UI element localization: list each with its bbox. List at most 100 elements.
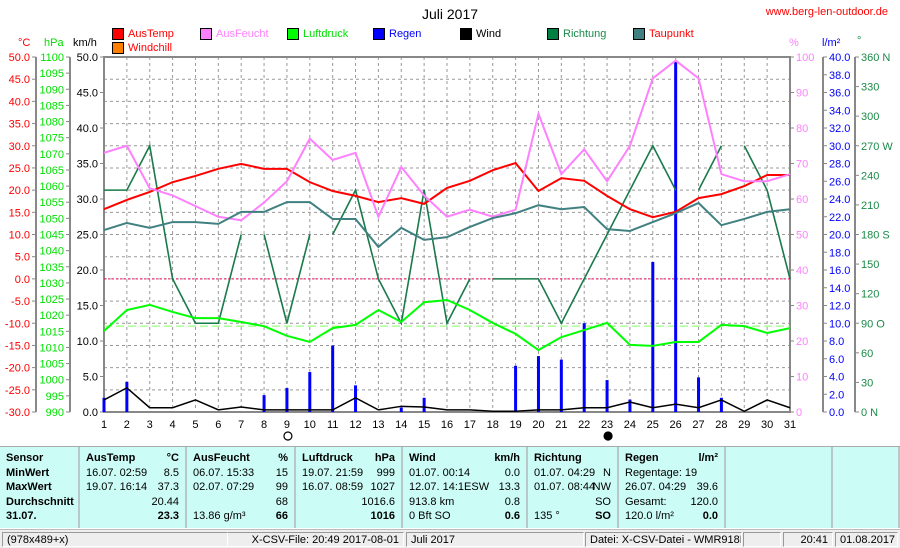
- cell-label: MaxWert: [6, 481, 52, 494]
- cell-label: 135 °: [534, 510, 560, 523]
- axis-label-wind: 50.0: [77, 52, 98, 64]
- x-tick-label: 23: [601, 419, 613, 431]
- axis-label-temp: 40.0: [9, 96, 30, 108]
- table-cell: 26.07. 04:29 39.6: [625, 481, 718, 495]
- axis-label-rain: 30.0: [829, 141, 850, 153]
- cell-value: N: [603, 466, 611, 479]
- table-cell: 01.07. 08:44 NW: [534, 481, 611, 495]
- axis-label-temp: 5.0: [15, 252, 30, 264]
- cell-value: km/h: [494, 452, 520, 464]
- x-tick-label: 11: [327, 419, 338, 431]
- axis-label-pressure: 1000: [40, 375, 64, 387]
- table-cell: AusTemp °C: [86, 452, 179, 466]
- axis-label-rain: 12.0: [829, 301, 850, 313]
- table-cell: Wind km/h: [409, 452, 520, 466]
- cell-label: 120.0 l/m²: [625, 510, 674, 523]
- axis-label-rain: 32.0: [829, 123, 850, 135]
- legend-swatch: [460, 28, 472, 40]
- cell-value: hPa: [374, 452, 395, 464]
- moon-full-icon: [283, 431, 293, 441]
- table-cell: Durchschnitt: [6, 496, 74, 510]
- axis-label-rain: 22.0: [829, 212, 850, 224]
- table-cell: 135 ° SO: [534, 510, 611, 524]
- table-cell: 31.07.: [6, 510, 72, 524]
- cell-label: AusTemp: [86, 452, 136, 464]
- table-column: Wind km/h 01.07. 00:14 0.0 12.07. 14:1ESW 13.…: [403, 447, 528, 528]
- axis-label-rain: 36.0: [829, 88, 850, 100]
- axis-label-direction: 300: [861, 111, 879, 123]
- x-tick-label: 7: [238, 419, 244, 431]
- axis-label-rain: 28.0: [829, 159, 850, 171]
- table-column: AusFeucht% 06.07. 15:33 15 02.07. 07:29 99 68…: [187, 447, 296, 528]
- axis-label-humidity: 40: [796, 265, 808, 277]
- cell-value: 37.3: [157, 481, 179, 494]
- table-cell: 06.07. 15:33 15: [193, 467, 288, 481]
- axis-label-wind: 5.0: [83, 372, 98, 384]
- cell-label: 01.07. 08:44: [534, 481, 596, 494]
- axis-label-pressure: 1060: [40, 181, 64, 193]
- cell-value: 13.3: [498, 481, 520, 494]
- table-cell: Richtung: [534, 452, 611, 466]
- legend-item-windchill: Windchill: [112, 42, 172, 54]
- legend-item-regen: Regen: [373, 28, 421, 40]
- x-tick-label: 20: [532, 419, 544, 431]
- cell-value: SO: [595, 510, 611, 523]
- table-cell: 02.07. 07:29 99: [193, 481, 288, 495]
- axis-label-direction: 210: [861, 200, 879, 212]
- axis-label-pressure: 1030: [40, 278, 64, 290]
- cell-label: Regentage: 19: [625, 466, 698, 479]
- unit-wind: km/h: [73, 37, 97, 49]
- axis-label-direction: 60: [861, 348, 873, 360]
- x-tick-label: 15: [418, 419, 430, 431]
- table-cell: Gesamt: 120.0: [625, 496, 718, 510]
- cell-value: 1016.6: [361, 495, 395, 508]
- x-tick-label: 13: [372, 419, 384, 431]
- cell-label: 0 Bft SO: [409, 510, 451, 523]
- axis-label-direction: 120: [861, 289, 879, 301]
- x-tick-label: 16: [441, 419, 453, 431]
- cell-label: Sensor: [6, 452, 44, 464]
- axis-label-direction: 90 O: [861, 318, 885, 330]
- axis-label-pressure: 1065: [40, 165, 64, 177]
- unit-rain: l/m²: [822, 37, 841, 49]
- axis-label-pressure: 1100: [40, 52, 64, 64]
- x-tick-label: 2: [124, 419, 130, 431]
- cell-value: 0.6: [504, 510, 520, 523]
- series-line-taupunkt: [103, 201, 791, 249]
- cell-value: l/m²: [698, 452, 718, 464]
- cell-label: 19.07. 21:59: [302, 466, 364, 479]
- axis-label-direction: 30: [861, 377, 873, 389]
- axis-label-pressure: 1055: [40, 197, 64, 209]
- table-cell: SO: [534, 496, 611, 510]
- chart-title: Juli 2017: [421, 6, 479, 22]
- axis-label-pressure: 1005: [40, 359, 64, 371]
- status-bar: (978x489+x) X-CSV-File: 20:49 2017-08-01…: [0, 529, 900, 548]
- status-file: X-CSV-File: 20:49 2017-08-01: [228, 532, 404, 547]
- axis-label-pressure: 1025: [40, 294, 64, 306]
- cell-label: 913.8 km: [409, 495, 455, 508]
- series-line-ausfeucht: [103, 59, 791, 222]
- axis-label-wind: 35.0: [77, 159, 98, 171]
- cell-value: NW: [592, 481, 611, 494]
- axis-label-pressure: 995: [46, 391, 64, 403]
- moon-new-icon: [603, 431, 613, 441]
- x-tick-label: 31: [784, 419, 796, 431]
- cell-label: 26.07. 04:29: [625, 481, 687, 494]
- table-cell: 19.07. 21:59 999: [302, 467, 395, 481]
- axis-label-wind: 45.0: [77, 88, 98, 100]
- table-cell: 1016.6: [302, 496, 395, 510]
- legend-swatch: [200, 28, 212, 40]
- axis-label-humidity: 30: [796, 301, 808, 313]
- cell-label: Wind: [409, 452, 436, 464]
- table-column: Luftdruck hPa 19.07. 21:59 999 16.07. 08:59 1…: [296, 447, 403, 528]
- axis-label-direction: 360 N: [861, 52, 890, 64]
- table-cell: MaxWert: [6, 481, 72, 495]
- axis-label-pressure: 1085: [40, 100, 64, 112]
- axis-label-rain: 8.0: [829, 336, 844, 348]
- table-cell: 16.07. 02:59 8.5: [86, 467, 179, 481]
- cell-value: 1027: [370, 481, 395, 494]
- cell-label: 01.07. 00:14: [409, 466, 471, 479]
- legend-item-wind: Wind: [460, 28, 501, 40]
- statistics-table: Sensor MinWert MaxWert Durchschnitt 31.07. Au…: [0, 446, 900, 528]
- legend-swatch: [633, 28, 645, 40]
